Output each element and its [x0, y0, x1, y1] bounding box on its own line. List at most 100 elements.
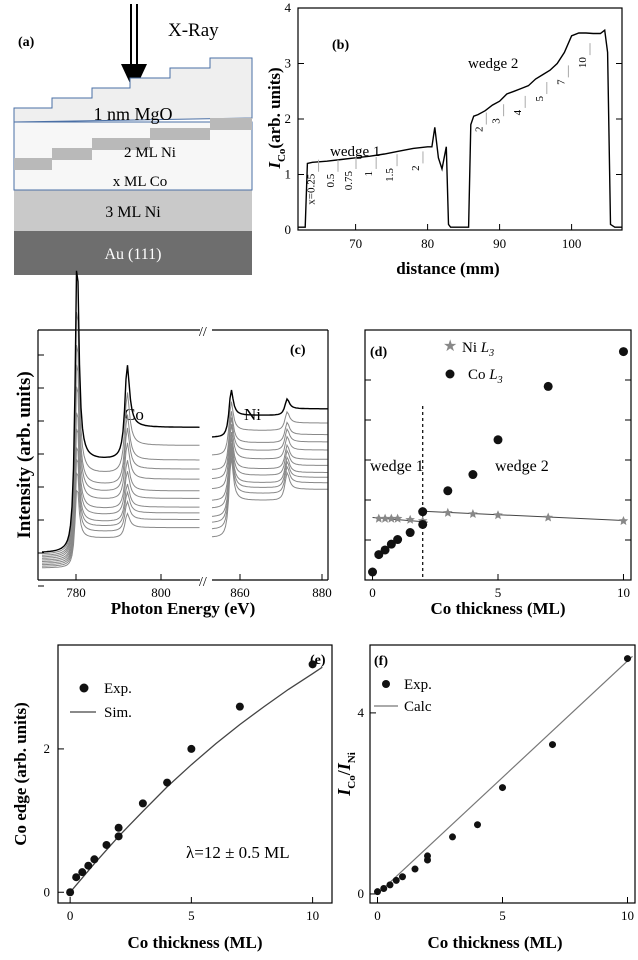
panel-f-exp-point: [474, 821, 481, 829]
panel-b-ylabel: ICo(arb. units): [265, 67, 288, 169]
panel-b-step-label-w1: 0.75: [343, 170, 355, 190]
panel-c-spectrum-ni: [211, 457, 328, 538]
panel-c-xlabel: Photon Energy (eV): [111, 599, 255, 618]
panel-b-annotation-wedge2: wedge 2: [468, 56, 518, 72]
panel-f-exp-point: [399, 873, 406, 881]
panel-f-calc-line: [377, 655, 633, 895]
panel-d-ni-point: [443, 507, 453, 517]
panel-d-co-point: [618, 347, 628, 357]
panel-c-spectrum-co: [41, 412, 200, 561]
panel-b: (b) distance (mm) ICo(arb. units) wedge …: [265, 0, 623, 278]
panel-d-co-point: [418, 507, 428, 517]
panel-f-ytick-label: 0: [358, 886, 365, 901]
panel-c-ylabel-wrap: Intensity (arb. units): [14, 371, 35, 538]
panel-c-spectrum-co: [41, 270, 200, 553]
panel-f-exp-point: [411, 865, 419, 873]
panel-b-step-label-w1: 1.5: [384, 168, 396, 182]
layer-au: [14, 231, 252, 275]
panel-e-annotation: λ=12 ± 0.5 ML: [186, 843, 290, 862]
panel-d-co-point: [368, 567, 378, 577]
panel-f-xtick-label: 5: [499, 908, 506, 923]
panel-e-frame: [57, 644, 333, 904]
panel-e-xlabel: Co thickness (ML): [127, 933, 262, 952]
panel-d-co-point: [405, 528, 415, 538]
panel-c-spectrum-ni: [211, 437, 328, 509]
panel-e-exp-point: [114, 823, 123, 832]
panel-f-ylabel: ICo/INi: [334, 752, 358, 797]
panel-f-exp-point: [392, 876, 400, 884]
panel-b-ytick-label: 0: [285, 222, 292, 237]
panel-f-exp-point: [449, 833, 456, 841]
legend-f-exp-marker: [382, 680, 390, 688]
panel-c-xtick-label: 860: [230, 585, 250, 600]
panel-b-xtick-label: 70: [349, 236, 362, 251]
panel-d-ni-point: [493, 510, 503, 520]
panel-c-spectrum-ni: [211, 389, 328, 438]
panel-d: (d) wedge 1 wedge 2 Co thickness (ML) ★ …: [364, 329, 632, 618]
panel-f-exp-point: [374, 888, 381, 896]
panel-f-exp-point: [380, 885, 388, 893]
panel-e-exp-point: [102, 840, 111, 849]
legend-e-exp-text: Exp.: [104, 681, 132, 697]
panel-f-ytick-label: 4: [358, 705, 365, 720]
panel-e-ytick-label: 0: [44, 884, 51, 899]
panel-d-co-point: [393, 535, 403, 545]
panel-b-xtick-label: 90: [493, 236, 506, 251]
panel-c-spectrum-ni: [211, 411, 328, 470]
panel-b-series-line: [298, 28, 622, 228]
panel-d-ni-point: [468, 509, 478, 518]
panel-c-spectrum-co: [42, 459, 200, 566]
panel-d-ni-fit-w2: [422, 510, 624, 521]
panel-b-ytick-label: 3: [285, 56, 292, 71]
panel-d-co-point: [543, 381, 553, 391]
panel-b-step-label-w2: 5: [534, 96, 546, 102]
panel-d-xlabel: Co thickness (ML): [430, 599, 565, 618]
panel-b-step-label-w2: 2: [473, 127, 485, 133]
panel-e: (e) Exp. Sim. λ=12 ± 0.5 ML Co thickness…: [11, 644, 333, 952]
panel-f: (f) Exp. Calc Co thickness (ML) ICo/INi …: [334, 644, 636, 952]
panel-e-exp-point: [84, 861, 93, 870]
panel-b-step-label-w2: 4: [512, 109, 524, 115]
panel-c-spectrum-co: [42, 345, 200, 556]
panel-b-step-label-w2: 10: [577, 57, 589, 69]
panel-d-ni-point: [380, 513, 390, 523]
panel-f-exp-point: [499, 784, 506, 792]
panel-c-spectrum-ni: [211, 431, 328, 501]
panel-d-co-point: [468, 470, 478, 480]
panel-b-step-label-w2: 3: [491, 118, 503, 124]
layer-mgo-label: 1 nm MgO: [93, 104, 172, 124]
legend-co-marker: [445, 369, 455, 379]
panel-c-spectrum-co: [42, 447, 200, 564]
panel-e-xtick-label: 0: [67, 908, 74, 923]
panel-e-ylabel: Co edge (arb. units): [11, 702, 30, 846]
svg-text:ICo/INi: ICo/INi: [334, 752, 358, 797]
panel-e-xtick-label: 5: [188, 908, 195, 923]
panel-c-spectrum-co: [41, 471, 200, 567]
panel-b-ytick-label: 2: [285, 111, 292, 126]
panel-e-exp-point: [235, 702, 244, 711]
panel-b-xtick-label: 100: [562, 236, 582, 251]
panel-e-ylabel-wrap: Co edge (arb. units): [11, 702, 30, 846]
layer-ni-bottom: [14, 190, 252, 231]
layer-mgo: [13, 57, 253, 123]
panel-e-exp-point: [66, 888, 75, 897]
panel-d-ni-point: [618, 516, 629, 525]
panel-b-ytick-label: 4: [285, 0, 292, 15]
panel-f-exp-point: [386, 881, 394, 889]
panel-d-co-point: [374, 550, 384, 560]
panel-d-co-point: [386, 539, 396, 549]
panel-d-ni-point: [543, 512, 553, 522]
panel-d-annotation-wedge1: wedge 1: [370, 458, 424, 475]
panel-c-label: (c): [290, 343, 306, 358]
panel-b-xtick-label: 80: [421, 236, 434, 251]
panel-b-step-label-w1: x=0.25: [306, 173, 318, 204]
panel-e-ytick-label: 2: [44, 741, 51, 756]
legend-f-exp-text: Exp.: [404, 677, 432, 693]
panel-c-spectrum-co: [42, 489, 200, 569]
panel-b-label: (b): [332, 38, 349, 53]
panel-d-xtick-label: 0: [369, 585, 376, 600]
panel-c-spectrum-ni: [211, 401, 328, 456]
panel-f-label: (f): [374, 654, 388, 669]
panel-e-exp-point: [138, 799, 147, 808]
